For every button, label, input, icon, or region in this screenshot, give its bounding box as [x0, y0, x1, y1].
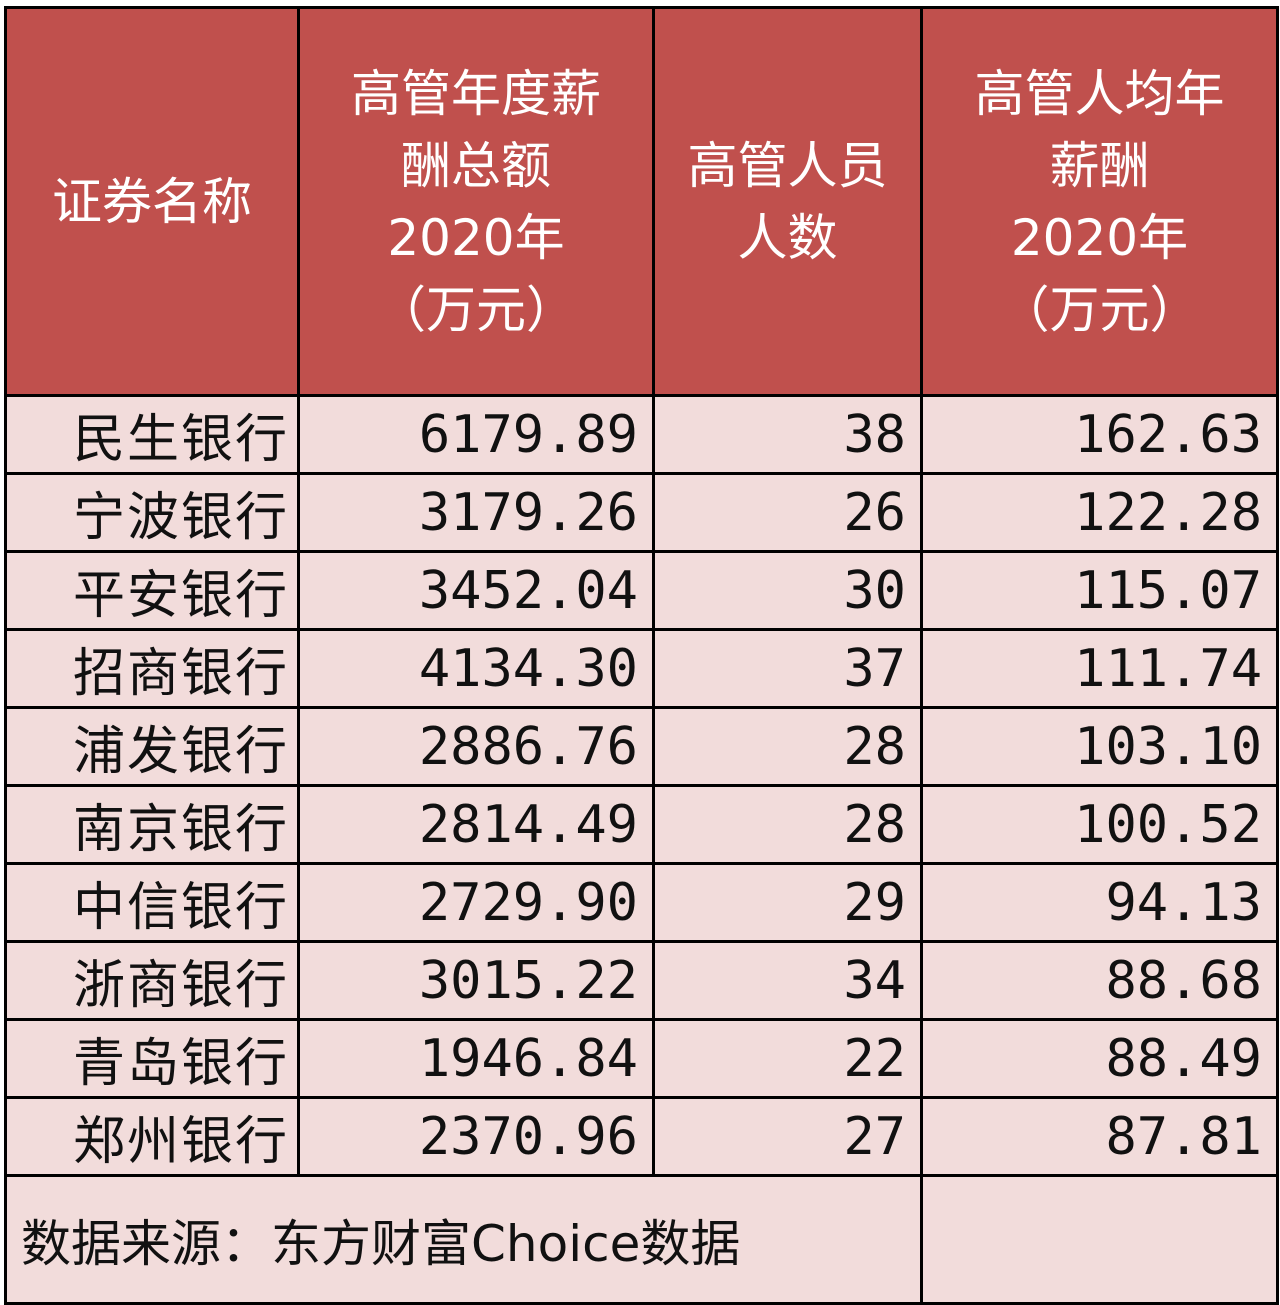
total-pay-value: 2886.76 — [297, 706, 655, 787]
header-line: 2020年 — [1010, 208, 1189, 267]
exec-count-value: 37 — [652, 628, 923, 709]
bank-name: 浦发银行 — [4, 706, 300, 787]
header-line: 薪酬 — [1049, 136, 1150, 195]
source-row: 数据来源：东方财富Choice数据 — [4, 1174, 1279, 1305]
table-row: 平安银行 3452.04 30 115.07 — [4, 550, 1279, 631]
header-line: 高管人员 — [687, 136, 888, 195]
header-total-pay: 高管年度薪 酬总额 2020年 （万元） — [297, 6, 655, 397]
avg-pay-value: 88.49 — [920, 1018, 1279, 1099]
data-source-note: 数据来源：东方财富Choice数据 — [4, 1174, 923, 1305]
header-avg-pay: 高管人均年 薪酬 2020年 （万元） — [920, 6, 1279, 397]
header-line: 酬总额 — [401, 136, 551, 195]
header-line: 2020年 — [387, 208, 565, 267]
bank-name: 青岛银行 — [4, 1018, 300, 1099]
avg-pay-value: 111.74 — [920, 628, 1279, 709]
exec-count-value: 22 — [652, 1018, 923, 1099]
avg-pay-value: 100.52 — [920, 784, 1279, 865]
table-row: 宁波银行 3179.26 26 122.28 — [4, 472, 1279, 553]
avg-pay-value: 88.68 — [920, 940, 1279, 1021]
bank-name: 郑州银行 — [4, 1096, 300, 1177]
total-pay-value: 3179.26 — [297, 472, 655, 553]
exec-count-value: 28 — [652, 784, 923, 865]
executive-pay-table: 证券名称 高管年度薪 酬总额 2020年 （万元） 高管人员 人数 高管人均年 … — [4, 6, 1279, 1305]
bank-name: 平安银行 — [4, 550, 300, 631]
header-row: 证券名称 高管年度薪 酬总额 2020年 （万元） 高管人员 人数 高管人均年 … — [4, 6, 1279, 397]
header-line: 高管年度薪 — [351, 64, 601, 123]
header-line: 高管人均年 — [974, 64, 1225, 123]
empty-cell — [920, 1174, 1279, 1305]
total-pay-value: 2370.96 — [297, 1096, 655, 1177]
exec-count-value: 34 — [652, 940, 923, 1021]
header-line: （万元） — [999, 280, 1200, 339]
avg-pay-value: 94.13 — [920, 862, 1279, 943]
exec-count-value: 27 — [652, 1096, 923, 1177]
avg-pay-value: 87.81 — [920, 1096, 1279, 1177]
avg-pay-value: 115.07 — [920, 550, 1279, 631]
total-pay-value: 3015.22 — [297, 940, 655, 1021]
avg-pay-value: 122.28 — [920, 472, 1279, 553]
total-pay-value: 1946.84 — [297, 1018, 655, 1099]
avg-pay-value: 103.10 — [920, 706, 1279, 787]
table-row: 民生银行 6179.89 38 162.63 — [4, 394, 1279, 475]
bank-name: 宁波银行 — [4, 472, 300, 553]
total-pay-value: 6179.89 — [297, 394, 655, 475]
avg-pay-value: 162.63 — [920, 394, 1279, 475]
exec-count-value: 30 — [652, 550, 923, 631]
header-line: 人数 — [737, 208, 838, 267]
header-exec-count: 高管人员 人数 — [652, 6, 923, 397]
exec-count-value: 28 — [652, 706, 923, 787]
total-pay-value: 2814.49 — [297, 784, 655, 865]
total-pay-value: 2729.90 — [297, 862, 655, 943]
table-row: 南京银行 2814.49 28 100.52 — [4, 784, 1279, 865]
total-pay-value: 3452.04 — [297, 550, 655, 631]
table-row: 郑州银行 2370.96 27 87.81 — [4, 1096, 1279, 1177]
exec-count-value: 26 — [652, 472, 923, 553]
table-row: 中信银行 2729.90 29 94.13 — [4, 862, 1279, 943]
bank-name: 中信银行 — [4, 862, 300, 943]
header-security-name: 证券名称 — [4, 6, 300, 397]
exec-count-value: 29 — [652, 862, 923, 943]
table-row: 青岛银行 1946.84 22 88.49 — [4, 1018, 1279, 1099]
bank-name: 民生银行 — [4, 394, 300, 475]
exec-count-value: 38 — [652, 394, 923, 475]
header-line: 证券名称 — [52, 172, 252, 231]
table-row: 浦发银行 2886.76 28 103.10 — [4, 706, 1279, 787]
total-pay-value: 4134.30 — [297, 628, 655, 709]
table-row: 浙商银行 3015.22 34 88.68 — [4, 940, 1279, 1021]
bank-name: 招商银行 — [4, 628, 300, 709]
bank-name: 南京银行 — [4, 784, 300, 865]
table-row: 招商银行 4134.30 37 111.74 — [4, 628, 1279, 709]
bank-name: 浙商银行 — [4, 940, 300, 1021]
header-line: （万元） — [376, 280, 576, 339]
